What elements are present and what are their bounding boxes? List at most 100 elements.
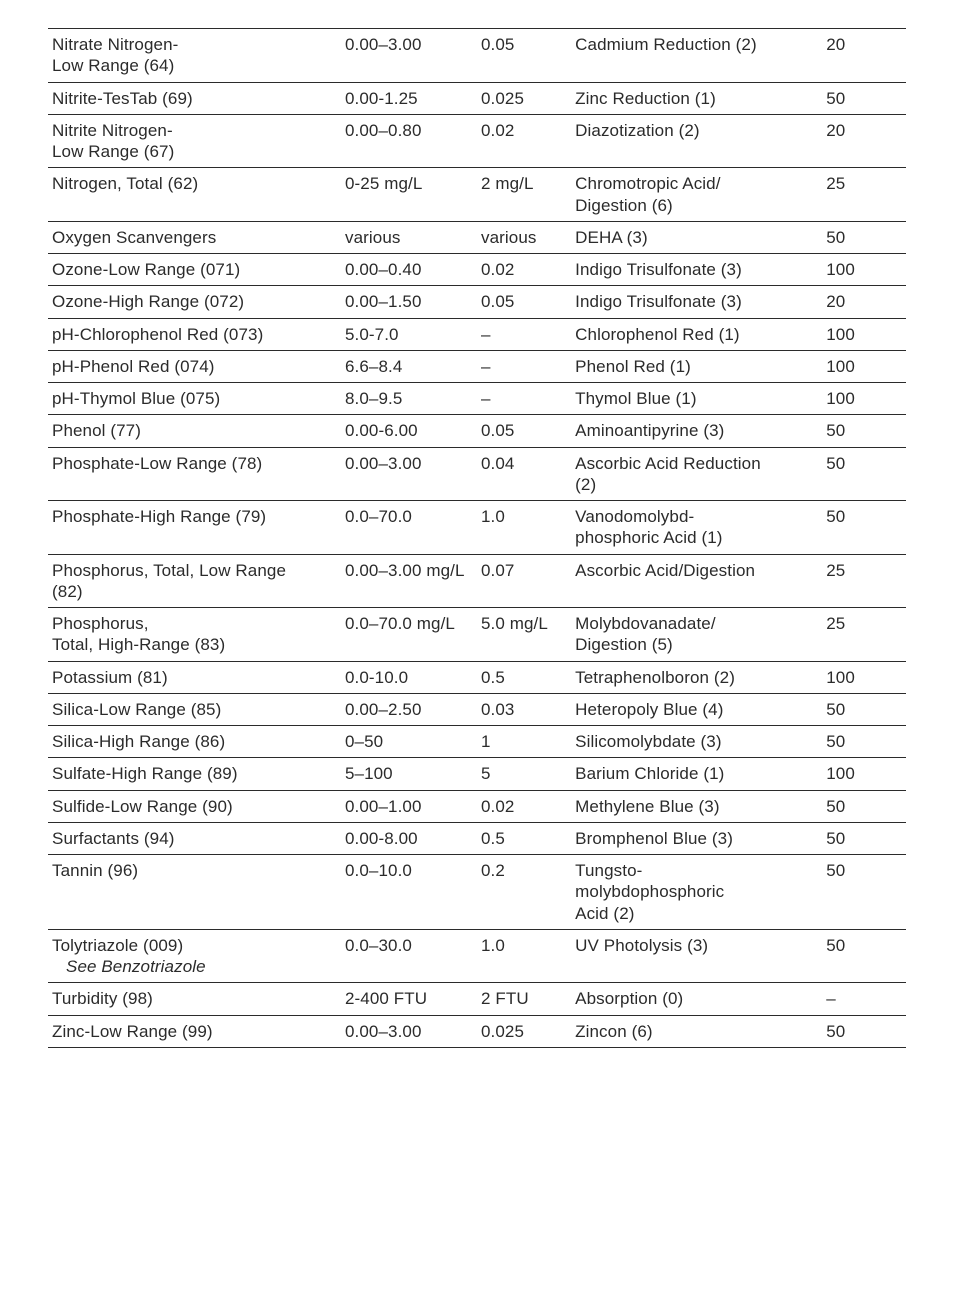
cell-range: 0.00-1.25 <box>341 82 477 114</box>
cell-tests: 50 <box>822 726 906 758</box>
cell-tests: 50 <box>822 929 906 983</box>
table-row: Silica-High Range (86)0–501Silicomolybda… <box>48 726 906 758</box>
cell-method: Chromotropic Acid/Digestion (6) <box>571 168 822 222</box>
cell-range: 0.0–30.0 <box>341 929 477 983</box>
method-name: Digestion (6) <box>575 195 818 216</box>
method-name: DEHA (3) <box>575 227 818 248</box>
table-row: Nitrogen, Total (62)0-25 mg/L2 mg/LChrom… <box>48 168 906 222</box>
cell-mdl: – <box>477 318 571 350</box>
cell-method: Molybdovanadate/Digestion (5) <box>571 608 822 662</box>
parameter-name: Phosphate-High Range (79) <box>52 506 337 527</box>
parameter-name: Tolytriazole (009) <box>52 935 337 956</box>
cell-method: Indigo Trisulfonate (3) <box>571 254 822 286</box>
cell-range: various <box>341 221 477 253</box>
method-name: Heteropoly Blue (4) <box>575 699 818 720</box>
parameter-name: Phosphate-Low Range (78) <box>52 453 337 474</box>
cell-mdl: 0.05 <box>477 29 571 83</box>
cell-tests: 50 <box>822 501 906 555</box>
cell-method: Aminoantipyrine (3) <box>571 415 822 447</box>
cell-mdl: 0.02 <box>477 114 571 168</box>
table-row: pH-Chlorophenol Red (073)5.0-7.0–Chlorop… <box>48 318 906 350</box>
cell-parameter: Phosphate-Low Range (78) <box>48 447 341 501</box>
method-name: Ascorbic Acid/Digestion <box>575 560 818 581</box>
parameter-name: Nitrite Nitrogen- <box>52 120 337 141</box>
cell-method: Vanodomolybd-phosphoric Acid (1) <box>571 501 822 555</box>
cell-method: Zinc Reduction (1) <box>571 82 822 114</box>
table-row: Phosphorus, Total, Low Range(82)0.00–3.0… <box>48 554 906 608</box>
table-row: Nitrate Nitrogen-Low Range (64)0.00–3.00… <box>48 29 906 83</box>
cell-method: Tungsto-molybdophosphoricAcid (2) <box>571 855 822 930</box>
parameter-name: Sulfate-High Range (89) <box>52 763 337 784</box>
method-name: Indigo Trisulfonate (3) <box>575 259 818 280</box>
cell-parameter: Phenol (77) <box>48 415 341 447</box>
table-row: Silica-Low Range (85)0.00–2.500.03Hetero… <box>48 693 906 725</box>
parameter-name: pH-Chlorophenol Red (073) <box>52 324 337 345</box>
cell-tests: 25 <box>822 168 906 222</box>
parameter-name: Turbidity (98) <box>52 988 337 1009</box>
method-name: molybdophosphoric <box>575 881 818 902</box>
cell-mdl: 0.5 <box>477 661 571 693</box>
cell-method: Chlorophenol Red (1) <box>571 318 822 350</box>
table-row: Ozone-Low Range (071)0.00–0.400.02Indigo… <box>48 254 906 286</box>
cell-range: 0.00–2.50 <box>341 693 477 725</box>
parameter-name: Low Range (67) <box>52 141 337 162</box>
cell-tests: 100 <box>822 758 906 790</box>
method-name: Thymol Blue (1) <box>575 388 818 409</box>
cell-mdl: 0.07 <box>477 554 571 608</box>
method-name: Silicomolybdate (3) <box>575 731 818 752</box>
cell-mdl: 5.0 mg/L <box>477 608 571 662</box>
table-row: Tolytriazole (009)See Benzotriazole0.0–3… <box>48 929 906 983</box>
cell-tests: 100 <box>822 661 906 693</box>
cell-mdl: 1.0 <box>477 501 571 555</box>
table-row: Zinc-Low Range (99)0.00–3.000.025Zincon … <box>48 1015 906 1047</box>
cell-tests: 25 <box>822 608 906 662</box>
method-name: Methylene Blue (3) <box>575 796 818 817</box>
table-row: Sulfate-High Range (89)5–1005Barium Chlo… <box>48 758 906 790</box>
method-name: Vanodomolybd- <box>575 506 818 527</box>
cell-parameter: Silica-Low Range (85) <box>48 693 341 725</box>
cell-mdl: 0.05 <box>477 286 571 318</box>
parameter-name: Phenol (77) <box>52 420 337 441</box>
cell-method: Diazotization (2) <box>571 114 822 168</box>
cell-range: 0.00–0.40 <box>341 254 477 286</box>
parameters-table: Nitrate Nitrogen-Low Range (64)0.00–3.00… <box>48 28 906 1048</box>
parameter-name: pH-Phenol Red (074) <box>52 356 337 377</box>
method-name: phosphoric Acid (1) <box>575 527 818 548</box>
parameter-name: Tannin (96) <box>52 860 337 881</box>
method-name: Tungsto- <box>575 860 818 881</box>
parameter-name: Phosphorus, <box>52 613 337 634</box>
cell-tests: 100 <box>822 254 906 286</box>
cell-method: Phenol Red (1) <box>571 350 822 382</box>
table-row: Potassium (81)0.0-10.00.5Tetraphenolboro… <box>48 661 906 693</box>
parameter-name: Silica-High Range (86) <box>52 731 337 752</box>
table-row: Phosphate-High Range (79)0.0–70.01.0Vano… <box>48 501 906 555</box>
cell-method: Absorption (0) <box>571 983 822 1015</box>
table-row: Sulfide-Low Range (90)0.00–1.000.02Methy… <box>48 790 906 822</box>
cell-method: Ascorbic Acid/Digestion <box>571 554 822 608</box>
cell-mdl: 0.03 <box>477 693 571 725</box>
parameter-name: pH-Thymol Blue (075) <box>52 388 337 409</box>
cell-mdl: 0.025 <box>477 82 571 114</box>
table-row: Nitrite Nitrogen-Low Range (67)0.00–0.80… <box>48 114 906 168</box>
method-name: Cadmium Reduction (2) <box>575 34 818 55</box>
cell-parameter: Oxygen Scanvengers <box>48 221 341 253</box>
method-name: Chlorophenol Red (1) <box>575 324 818 345</box>
cell-mdl: 0.5 <box>477 822 571 854</box>
cell-parameter: Sulfide-Low Range (90) <box>48 790 341 822</box>
cell-range: 0.00–0.80 <box>341 114 477 168</box>
parameter-name: Total, High-Range (83) <box>52 634 337 655</box>
cell-range: 0.0–70.0 mg/L <box>341 608 477 662</box>
cell-method: Silicomolybdate (3) <box>571 726 822 758</box>
cell-tests: 20 <box>822 286 906 318</box>
table-row: Tannin (96)0.0–10.00.2Tungsto-molybdopho… <box>48 855 906 930</box>
cell-range: 8.0–9.5 <box>341 383 477 415</box>
method-name: Aminoantipyrine (3) <box>575 420 818 441</box>
cell-tests: 50 <box>822 447 906 501</box>
cell-parameter: Phosphorus,Total, High-Range (83) <box>48 608 341 662</box>
parameter-name: Oxygen Scanvengers <box>52 227 337 248</box>
cell-range: 0.0-10.0 <box>341 661 477 693</box>
cell-method: Tetraphenolboron (2) <box>571 661 822 693</box>
method-name: Chromotropic Acid/ <box>575 173 818 194</box>
cell-tests: 50 <box>822 855 906 930</box>
cell-range: 6.6–8.4 <box>341 350 477 382</box>
